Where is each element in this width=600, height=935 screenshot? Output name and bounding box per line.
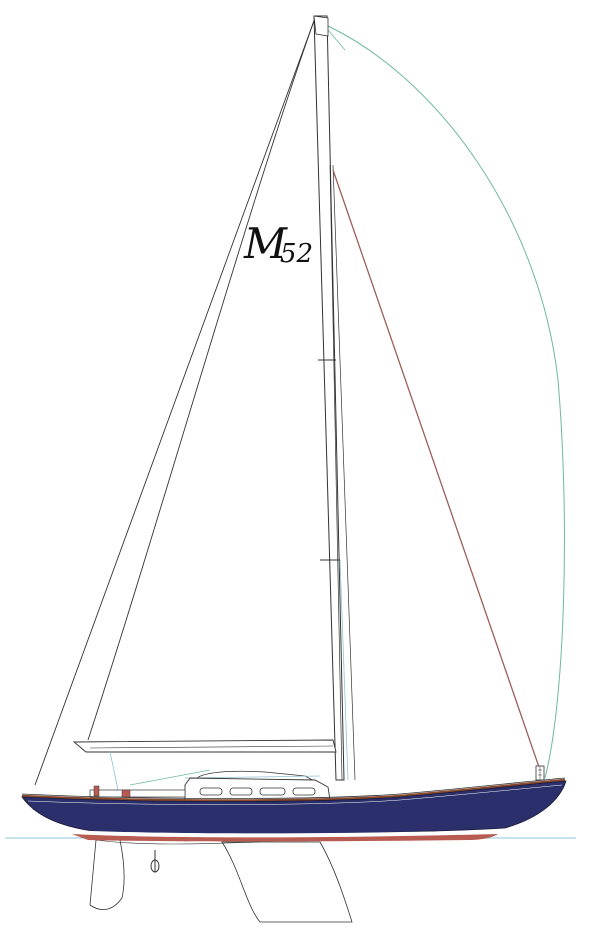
boom [72, 739, 337, 753]
sail-number: 52 [280, 239, 313, 269]
vang-line [129, 769, 211, 786]
spinnaker-sail [327, 25, 565, 779]
winch [121, 789, 131, 798]
shroud-blue-line [339, 559, 349, 781]
winch [93, 785, 100, 797]
rudder [89, 839, 125, 910]
cabin-window [199, 787, 223, 796]
headstay-line [332, 169, 541, 771]
bow-fitting [535, 765, 545, 781]
inner-stay [329, 164, 343, 781]
boot-stripe [68, 830, 500, 838]
stern [21, 796, 35, 811]
toe-rail [21, 778, 566, 802]
deck-line [21, 777, 566, 799]
cabin-trunk [184, 777, 331, 801]
cabin-window [229, 787, 253, 796]
forestay-line [34, 17, 316, 786]
boom-topping-lift [109, 751, 119, 791]
keel [221, 841, 353, 923]
sail-letter: M [243, 219, 288, 268]
cove-line [27, 784, 563, 805]
shroud-line [332, 164, 356, 781]
lifeline [184, 775, 321, 779]
spinnaker-head-line [327, 29, 346, 51]
underbody [95, 839, 261, 845]
bottom-paint [72, 834, 498, 842]
cabin-window [292, 787, 316, 796]
sail-number-mark: M 52 [243, 219, 313, 269]
cockpit [89, 785, 186, 798]
mainsail-leech [87, 17, 316, 741]
mast [313, 15, 345, 781]
cabin-window [259, 787, 286, 796]
propeller [150, 850, 160, 873]
